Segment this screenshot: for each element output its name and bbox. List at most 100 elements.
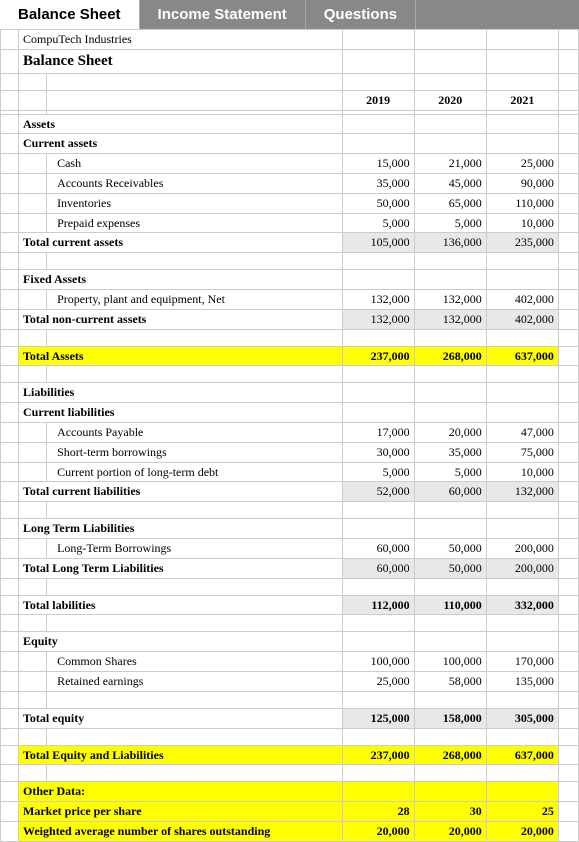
company-name: CompuTech Industries xyxy=(19,30,343,50)
line-label: Property, plant and equipment, Net xyxy=(47,289,343,309)
table-row[interactable]: Inventories50,00065,000110,000 xyxy=(1,193,579,213)
table-row[interactable] xyxy=(1,615,579,632)
cell: 10,000 xyxy=(486,213,558,233)
cell: 21,000 xyxy=(414,154,486,174)
table-row[interactable]: Short-term borrowings30,00035,00075,000 xyxy=(1,442,579,462)
table-row[interactable]: Weighted average number of shares outsta… xyxy=(1,821,579,841)
cell: 20,000 xyxy=(414,422,486,442)
cell: 200,000 xyxy=(486,538,558,558)
table-row[interactable]: Total labilities112,000110,000332,000 xyxy=(1,595,579,615)
cell: 45,000 xyxy=(414,173,486,193)
table-row[interactable]: Total Long Term Liabilities60,00050,0002… xyxy=(1,558,579,578)
table-row[interactable]: Current assets xyxy=(1,134,579,154)
line-label: Current portion of long-term debt xyxy=(47,462,343,482)
cell: 100,000 xyxy=(342,652,414,672)
cell: 15,000 xyxy=(342,154,414,174)
section-header: Fixed Assets xyxy=(19,270,343,290)
year-header: 2021 xyxy=(486,90,558,110)
table-row[interactable]: Total current assets105,000136,000235,00… xyxy=(1,233,579,253)
balance-sheet-table: CompuTech Industries Balance Sheet 20192… xyxy=(0,29,579,842)
cell: 125,000 xyxy=(342,708,414,728)
table-row[interactable]: Total Equity and Liabilities237,000268,0… xyxy=(1,745,579,765)
table-row[interactable]: Accounts Payable17,00020,00047,000 xyxy=(1,422,579,442)
total-label: Total labilities xyxy=(19,595,343,615)
cell: 60,000 xyxy=(414,482,486,502)
cell: 402,000 xyxy=(486,289,558,309)
cell: 268,000 xyxy=(414,745,486,765)
table-row[interactable] xyxy=(1,329,579,346)
section-header: Equity xyxy=(19,632,343,652)
line-label: Prepaid expenses xyxy=(47,213,343,233)
table-row[interactable]: Balance Sheet xyxy=(1,49,579,73)
cell: 402,000 xyxy=(486,309,558,329)
table-row[interactable]: Cash15,00021,00025,000 xyxy=(1,154,579,174)
line-label: Market price per share xyxy=(19,802,343,822)
cell: 132,000 xyxy=(414,289,486,309)
table-row[interactable] xyxy=(1,578,579,595)
year-header: 2019 xyxy=(342,90,414,110)
cell: 136,000 xyxy=(414,233,486,253)
tab-balance-sheet[interactable]: Balance Sheet xyxy=(0,0,140,29)
cell: 637,000 xyxy=(486,745,558,765)
table-row[interactable]: Long-Term Borrowings60,00050,000200,000 xyxy=(1,538,579,558)
table-row[interactable]: Retained earnings25,00058,000135,000 xyxy=(1,671,579,691)
spreadsheet-grid: CompuTech Industries Balance Sheet 20192… xyxy=(0,29,579,842)
table-row[interactable]: Total Assets237,000268,000637,000 xyxy=(1,346,579,366)
table-row[interactable]: Market price per share283025 xyxy=(1,802,579,822)
cell: 28 xyxy=(342,802,414,822)
cell: 30 xyxy=(414,802,486,822)
tab-income-statement[interactable]: Income Statement xyxy=(140,0,306,29)
table-row[interactable] xyxy=(1,73,579,90)
total-label: Total equity xyxy=(19,708,343,728)
table-row[interactable]: Fixed Assets xyxy=(1,270,579,290)
line-label: Retained earnings xyxy=(47,671,343,691)
section-header: Long Term Liabilities xyxy=(19,519,343,539)
total-label: Total Assets xyxy=(19,346,343,366)
cell: 237,000 xyxy=(342,745,414,765)
cell: 50,000 xyxy=(414,558,486,578)
section-header: Other Data: xyxy=(19,782,343,802)
total-label: Total non-current assets xyxy=(19,309,343,329)
line-label: Common Shares xyxy=(47,652,343,672)
table-row[interactable]: Other Data: xyxy=(1,782,579,802)
table-row[interactable]: Prepaid expenses5,0005,00010,000 xyxy=(1,213,579,233)
total-label: Total Equity and Liabilities xyxy=(19,745,343,765)
cell: 35,000 xyxy=(342,173,414,193)
table-row[interactable] xyxy=(1,765,579,782)
table-row[interactable] xyxy=(1,253,579,270)
total-label: Total current liabilities xyxy=(19,482,343,502)
table-row[interactable]: Total current liabilities52,00060,000132… xyxy=(1,482,579,502)
cell: 237,000 xyxy=(342,346,414,366)
table-row[interactable]: 201920202021 xyxy=(1,90,579,110)
table-row[interactable]: Long Term Liabilities xyxy=(1,519,579,539)
table-row[interactable] xyxy=(1,728,579,745)
cell: 5,000 xyxy=(342,213,414,233)
table-row[interactable]: Total equity125,000158,000305,000 xyxy=(1,708,579,728)
table-row[interactable]: Liabilities xyxy=(1,383,579,403)
table-row[interactable]: Equity xyxy=(1,632,579,652)
table-row[interactable]: CompuTech Industries xyxy=(1,30,579,50)
table-row[interactable]: Total non-current assets132,000132,00040… xyxy=(1,309,579,329)
cell: 25 xyxy=(486,802,558,822)
line-label: Accounts Receivables xyxy=(47,173,343,193)
cell: 132,000 xyxy=(414,309,486,329)
cell: 135,000 xyxy=(486,671,558,691)
section-header: Current liabilities xyxy=(19,403,343,423)
table-row[interactable] xyxy=(1,502,579,519)
cell: 100,000 xyxy=(414,652,486,672)
table-row[interactable]: Common Shares100,000100,000170,000 xyxy=(1,652,579,672)
table-row[interactable]: Accounts Receivables35,00045,00090,000 xyxy=(1,173,579,193)
table-row[interactable]: Assets xyxy=(1,114,579,134)
table-row[interactable]: Current liabilities xyxy=(1,403,579,423)
cell: 235,000 xyxy=(486,233,558,253)
section-header: Assets xyxy=(19,114,343,134)
table-row[interactable]: Current portion of long-term debt5,0005,… xyxy=(1,462,579,482)
cell: 58,000 xyxy=(414,671,486,691)
cell: 158,000 xyxy=(414,708,486,728)
report-title: Balance Sheet xyxy=(19,49,343,73)
cell: 50,000 xyxy=(342,193,414,213)
table-row[interactable] xyxy=(1,366,579,383)
total-label: Total Long Term Liabilities xyxy=(19,558,343,578)
table-row[interactable]: Property, plant and equipment, Net 132,00… xyxy=(1,289,579,309)
tab-questions[interactable]: Questions xyxy=(306,0,416,29)
